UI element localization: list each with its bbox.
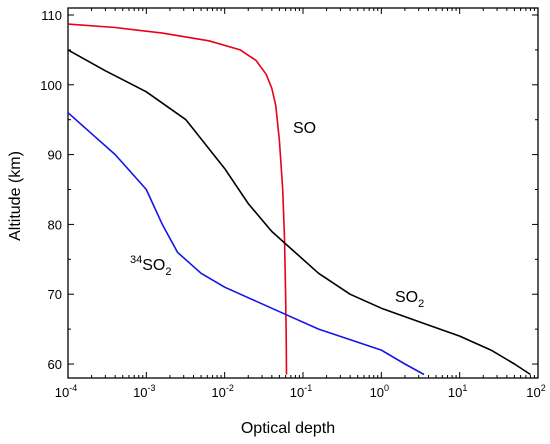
x-tick-exponent: -1 (304, 383, 312, 393)
x-tick-label: 10-4 (55, 383, 77, 400)
y-tick-label: 110 (41, 8, 62, 23)
x-tick-base: 10 (290, 385, 304, 400)
so2-series-label: SO2 (395, 289, 424, 310)
series-label-main: SO (293, 120, 316, 137)
x-tick-label: 101 (448, 383, 467, 400)
x-tick-base: 10 (448, 385, 462, 400)
y-tick-label: 100 (40, 78, 62, 93)
x-tick-base: 10 (55, 385, 69, 400)
x-tick-exponent: 0 (384, 383, 389, 393)
x-tick-label: 10-1 (290, 383, 312, 400)
so2-curve (67, 49, 531, 376)
so-curve (67, 23, 288, 375)
y-tick-label: 60 (48, 357, 62, 372)
so2-34-curve (67, 112, 425, 376)
x-tick-base: 10 (211, 385, 225, 400)
x-tick-exponent: -3 (148, 383, 156, 393)
series-label-main: SO (395, 289, 418, 306)
x-tick-exponent: 1 (462, 383, 467, 393)
x-tick-exponent: -2 (226, 383, 234, 393)
series-label-subscript: 2 (165, 266, 171, 278)
x-tick-exponent: 2 (541, 383, 546, 393)
x-tick-base: 10 (370, 385, 384, 400)
y-tick-label: 80 (48, 217, 62, 232)
y-tick-label: 90 (48, 148, 62, 163)
x-tick-label: 102 (526, 383, 545, 400)
x-tick-exponent: -4 (69, 383, 77, 393)
series-layer (67, 23, 531, 376)
series-label-subscript: 2 (418, 298, 424, 310)
y-tick-label: 70 (48, 287, 62, 302)
so-series-label: SO (293, 120, 316, 137)
x-tick-label: 10-2 (211, 383, 233, 400)
y-axis-title: Altitude (km) (7, 151, 24, 241)
series-label-superscript: 34 (130, 254, 142, 266)
x-tick-label: 10-3 (133, 383, 155, 400)
x-tick-label: 100 (370, 383, 389, 400)
x-tick-base: 10 (526, 385, 540, 400)
x-tick-base: 10 (133, 385, 147, 400)
series-label-main: SO (142, 257, 165, 274)
so2-34-series-label: 34SO2 (130, 254, 172, 278)
x-axis-title: Optical depth (241, 420, 335, 437)
